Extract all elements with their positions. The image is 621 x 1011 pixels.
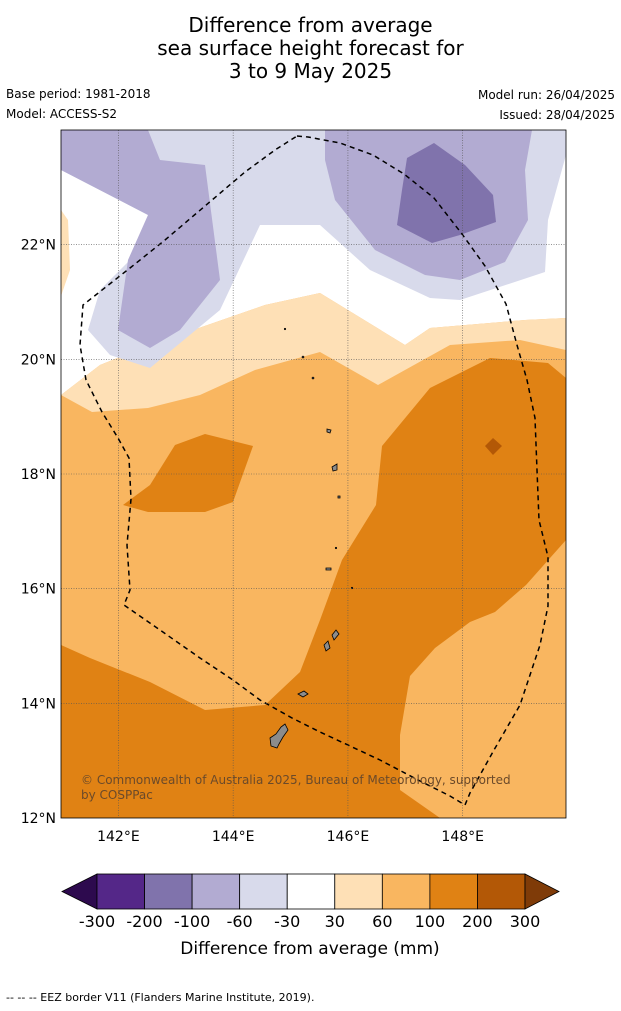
colorbar: -300 -200 -100 -60 -30 30 60 100 200 300 — [61, 873, 560, 931]
colorbar-segment — [239, 873, 288, 910]
colorbar-tick-label: 200 — [462, 912, 493, 931]
eez-border — [79, 135, 549, 807]
title-line-3: 3 to 9 May 2025 — [228, 59, 393, 83]
eez-legend-text: -- -- -- EEZ border V11 (Flanders Marine… — [6, 991, 315, 1004]
region-peach-west — [61, 210, 70, 296]
colorbar-segment — [191, 873, 241, 910]
colorbar-segment — [286, 873, 336, 910]
islands — [269, 327, 354, 749]
region-peach-band — [61, 293, 566, 412]
island-guam — [269, 723, 289, 749]
base-period-text: Base period: 1981-2018 — [6, 87, 151, 101]
colorbar-segment — [144, 873, 193, 910]
grid-lines — [61, 130, 566, 818]
colorbar-segment — [334, 873, 383, 910]
island-agrihan — [326, 428, 332, 434]
colorbar-segment — [96, 873, 145, 910]
copyright-line-1: © Commonwealth of Australia 2025, Bureau… — [81, 773, 511, 787]
island-asuncion — [311, 376, 315, 380]
colorbar-tick-label: 30 — [325, 912, 345, 931]
island-alamagan — [337, 495, 341, 499]
colorbar-extend-low — [61, 873, 98, 910]
latitude-tick-labels: 12°N 14°N 16°N 18°N 20°N 22°N — [21, 238, 56, 827]
colorbar-extend-high — [524, 873, 560, 910]
colorbar-tick-label: 100 — [415, 912, 446, 931]
colorbar-tick-label: 60 — [372, 912, 392, 931]
copyright-line-2: by COSPPac — [81, 788, 153, 802]
region-orange-west — [123, 434, 253, 512]
model-run-text: Model run: 26/04/2025 — [477, 88, 615, 102]
colorbar-segment — [477, 873, 526, 910]
colorbar-segment — [429, 873, 478, 910]
region-lavender-west — [61, 130, 220, 348]
lat-tick-label: 18°N — [21, 467, 56, 483]
colorbar-tick-label: -100 — [174, 912, 210, 931]
colorbar-tick-label: -300 — [79, 912, 115, 931]
island-maug — [301, 355, 305, 359]
colorbar-tick-label: -200 — [126, 912, 162, 931]
chart-title: Difference from average sea surface heig… — [0, 14, 621, 83]
island-rota — [297, 690, 309, 698]
lon-tick-label: 148°E — [441, 829, 484, 845]
title-line-2: sea surface height forecast for — [157, 36, 464, 60]
lat-tick-label: 16°N — [21, 582, 56, 598]
lat-tick-label: 14°N — [21, 696, 56, 712]
island-tinian — [323, 640, 331, 652]
colorbar-tick-label: -30 — [274, 912, 300, 931]
island-saipan — [331, 629, 340, 641]
longitude-tick-labels: 142°E 144°E 146°E 148°E — [97, 829, 484, 845]
lon-tick-label: 146°E — [327, 829, 370, 845]
island-anatahan — [325, 567, 332, 571]
issued-text: Issued: 28/04/2025 — [499, 108, 615, 122]
island-uracas — [283, 327, 287, 331]
island-guguan — [334, 546, 338, 550]
colorbar-title: Difference from average (mm) — [180, 939, 439, 959]
title-line-1: Difference from average — [188, 13, 433, 37]
colorbar-tick-label: 300 — [510, 912, 541, 931]
lat-tick-label: 12°N — [21, 811, 56, 827]
lat-tick-label: 20°N — [21, 352, 56, 368]
map-frame — [60, 129, 567, 819]
colorbar-segment — [381, 873, 431, 910]
lat-tick-label: 22°N — [21, 238, 56, 254]
region-purple — [397, 143, 496, 243]
lon-tick-label: 144°E — [212, 829, 255, 845]
model-text: Model: ACCESS-S2 — [6, 107, 118, 121]
region-dark-orange-spot — [485, 438, 502, 455]
colorbar-tick-label: -60 — [227, 912, 253, 931]
lon-tick-label: 142°E — [97, 829, 140, 845]
region-orange-main — [61, 358, 566, 818]
island-pagan — [331, 463, 338, 472]
